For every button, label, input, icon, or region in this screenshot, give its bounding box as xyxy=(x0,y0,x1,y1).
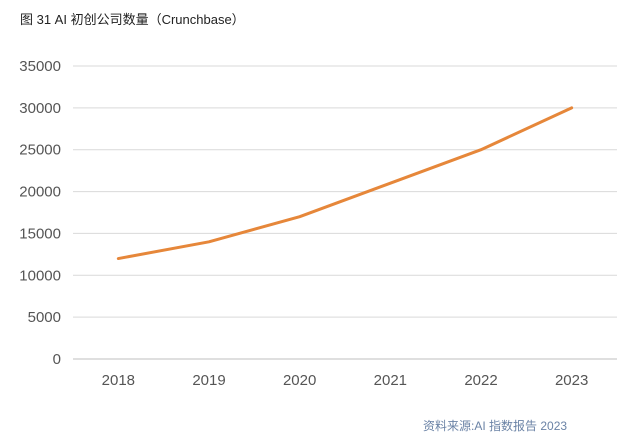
data-point xyxy=(389,182,391,184)
series-layer xyxy=(116,106,574,261)
x-tick-label: 2019 xyxy=(192,372,225,389)
y-tick-label: 20000 xyxy=(19,184,61,201)
data-point xyxy=(208,241,210,243)
x-tick-label: 2018 xyxy=(102,372,135,389)
y-tick-label: 10000 xyxy=(19,267,61,284)
y-tick-label: 30000 xyxy=(19,100,61,117)
source-note: 资料来源:AI 指数报告 2023 xyxy=(423,419,568,433)
chart-title: 图 31 AI 初创公司数量（Crunchbase） xyxy=(20,12,245,27)
gridlines xyxy=(73,65,617,360)
data-point xyxy=(571,107,573,109)
y-tick-label: 0 xyxy=(53,351,61,368)
y-tick-label: 15000 xyxy=(19,225,61,242)
y-tick-label: 25000 xyxy=(19,142,61,159)
y-axis-ticks: 0 5000 10000 15000 20000 25000 30000 35000 xyxy=(19,58,61,368)
data-point xyxy=(299,216,301,218)
y-tick-label: 5000 xyxy=(28,309,61,326)
x-tick-label: 2022 xyxy=(464,372,497,389)
x-tick-label: 2021 xyxy=(374,372,407,389)
y-tick-label: 35000 xyxy=(19,58,61,75)
data-point xyxy=(480,149,482,151)
x-tick-label: 2023 xyxy=(555,372,588,389)
series-line xyxy=(116,106,574,261)
x-axis-ticks: 2018 2019 2020 2021 2022 2023 xyxy=(102,372,589,389)
data-point xyxy=(117,258,119,260)
x-tick-label: 2020 xyxy=(283,372,316,389)
